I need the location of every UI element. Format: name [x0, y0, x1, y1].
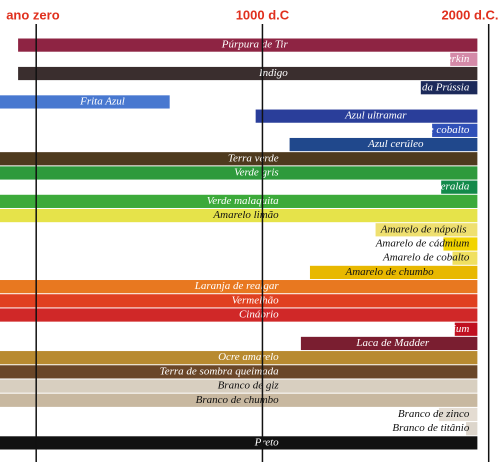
bar	[450, 52, 478, 66]
bar-label: Verde gris	[234, 166, 279, 178]
bar-label: Amarelo de nápolis	[380, 223, 467, 235]
bar	[420, 81, 478, 95]
x-tick-label: 2000 d.C.	[441, 7, 498, 22]
bar-label: Branco de titânio	[392, 422, 469, 434]
bar	[0, 95, 170, 109]
bar-label: Vermelho de cádmium	[372, 323, 470, 335]
bar	[289, 137, 478, 152]
bar	[466, 422, 478, 436]
bar-label: Frita Azul	[79, 95, 125, 107]
bar-label: Mauve Perkin	[406, 53, 469, 65]
bar-label: Amarelo limão	[212, 209, 279, 221]
x-tick-label: ano zero	[6, 7, 60, 22]
bar	[0, 365, 478, 379]
bar-label: Púrpura de Tir	[221, 39, 289, 51]
bar	[0, 436, 478, 450]
bar-label: Branco de zinco	[398, 408, 470, 420]
bar-label: Cinábrio	[239, 309, 279, 321]
bar	[18, 66, 478, 81]
x-tick-label: 1000 d.C	[236, 7, 290, 22]
bar	[300, 336, 478, 351]
bar-label: Verde malaquita	[207, 195, 279, 207]
bar	[0, 393, 478, 407]
bar	[0, 379, 478, 393]
bar	[454, 322, 478, 336]
bar-label: Terra verde	[228, 152, 279, 164]
bar	[375, 223, 478, 237]
bar-label: Azul da Prússia	[399, 81, 470, 93]
bar	[0, 166, 478, 180]
bar	[0, 280, 478, 294]
bar-label: Branco de giz	[218, 380, 280, 392]
bar-label: Preto	[254, 436, 280, 448]
bar-label: Azul cerúleo	[367, 138, 424, 150]
bar-label: Azul ultramar	[344, 110, 407, 122]
bar	[255, 109, 478, 123]
bar	[0, 208, 478, 223]
bar	[0, 194, 478, 208]
bar-label: Terra de sombra queimada	[160, 365, 280, 377]
bar-label: Indigo	[258, 67, 288, 79]
bar-label: Azul de cobalto	[400, 124, 470, 136]
bar-label: Amarelo de cobalto	[382, 252, 470, 264]
bar	[441, 180, 478, 194]
bar-label: Ocre amarelo	[218, 351, 279, 363]
bar	[0, 152, 478, 166]
bar-label: Branco de chumbo	[196, 394, 280, 406]
bar-label: Vermelhão	[232, 294, 280, 306]
bar	[0, 308, 478, 322]
bar	[0, 294, 478, 308]
bar	[18, 38, 478, 52]
bar	[438, 407, 478, 422]
bar-label: Laranja de realgar	[194, 280, 280, 292]
bar-label: Amarelo de chumbo	[344, 266, 434, 278]
bar	[309, 265, 478, 280]
bar	[443, 237, 478, 251]
bar	[432, 123, 478, 137]
bar-label: Amarelo de cádmium	[375, 238, 470, 250]
bar	[0, 351, 478, 365]
bar-label: Verde esmeralda	[396, 181, 470, 193]
bar	[452, 251, 478, 265]
bar-label: Laca de Madder	[355, 337, 429, 349]
